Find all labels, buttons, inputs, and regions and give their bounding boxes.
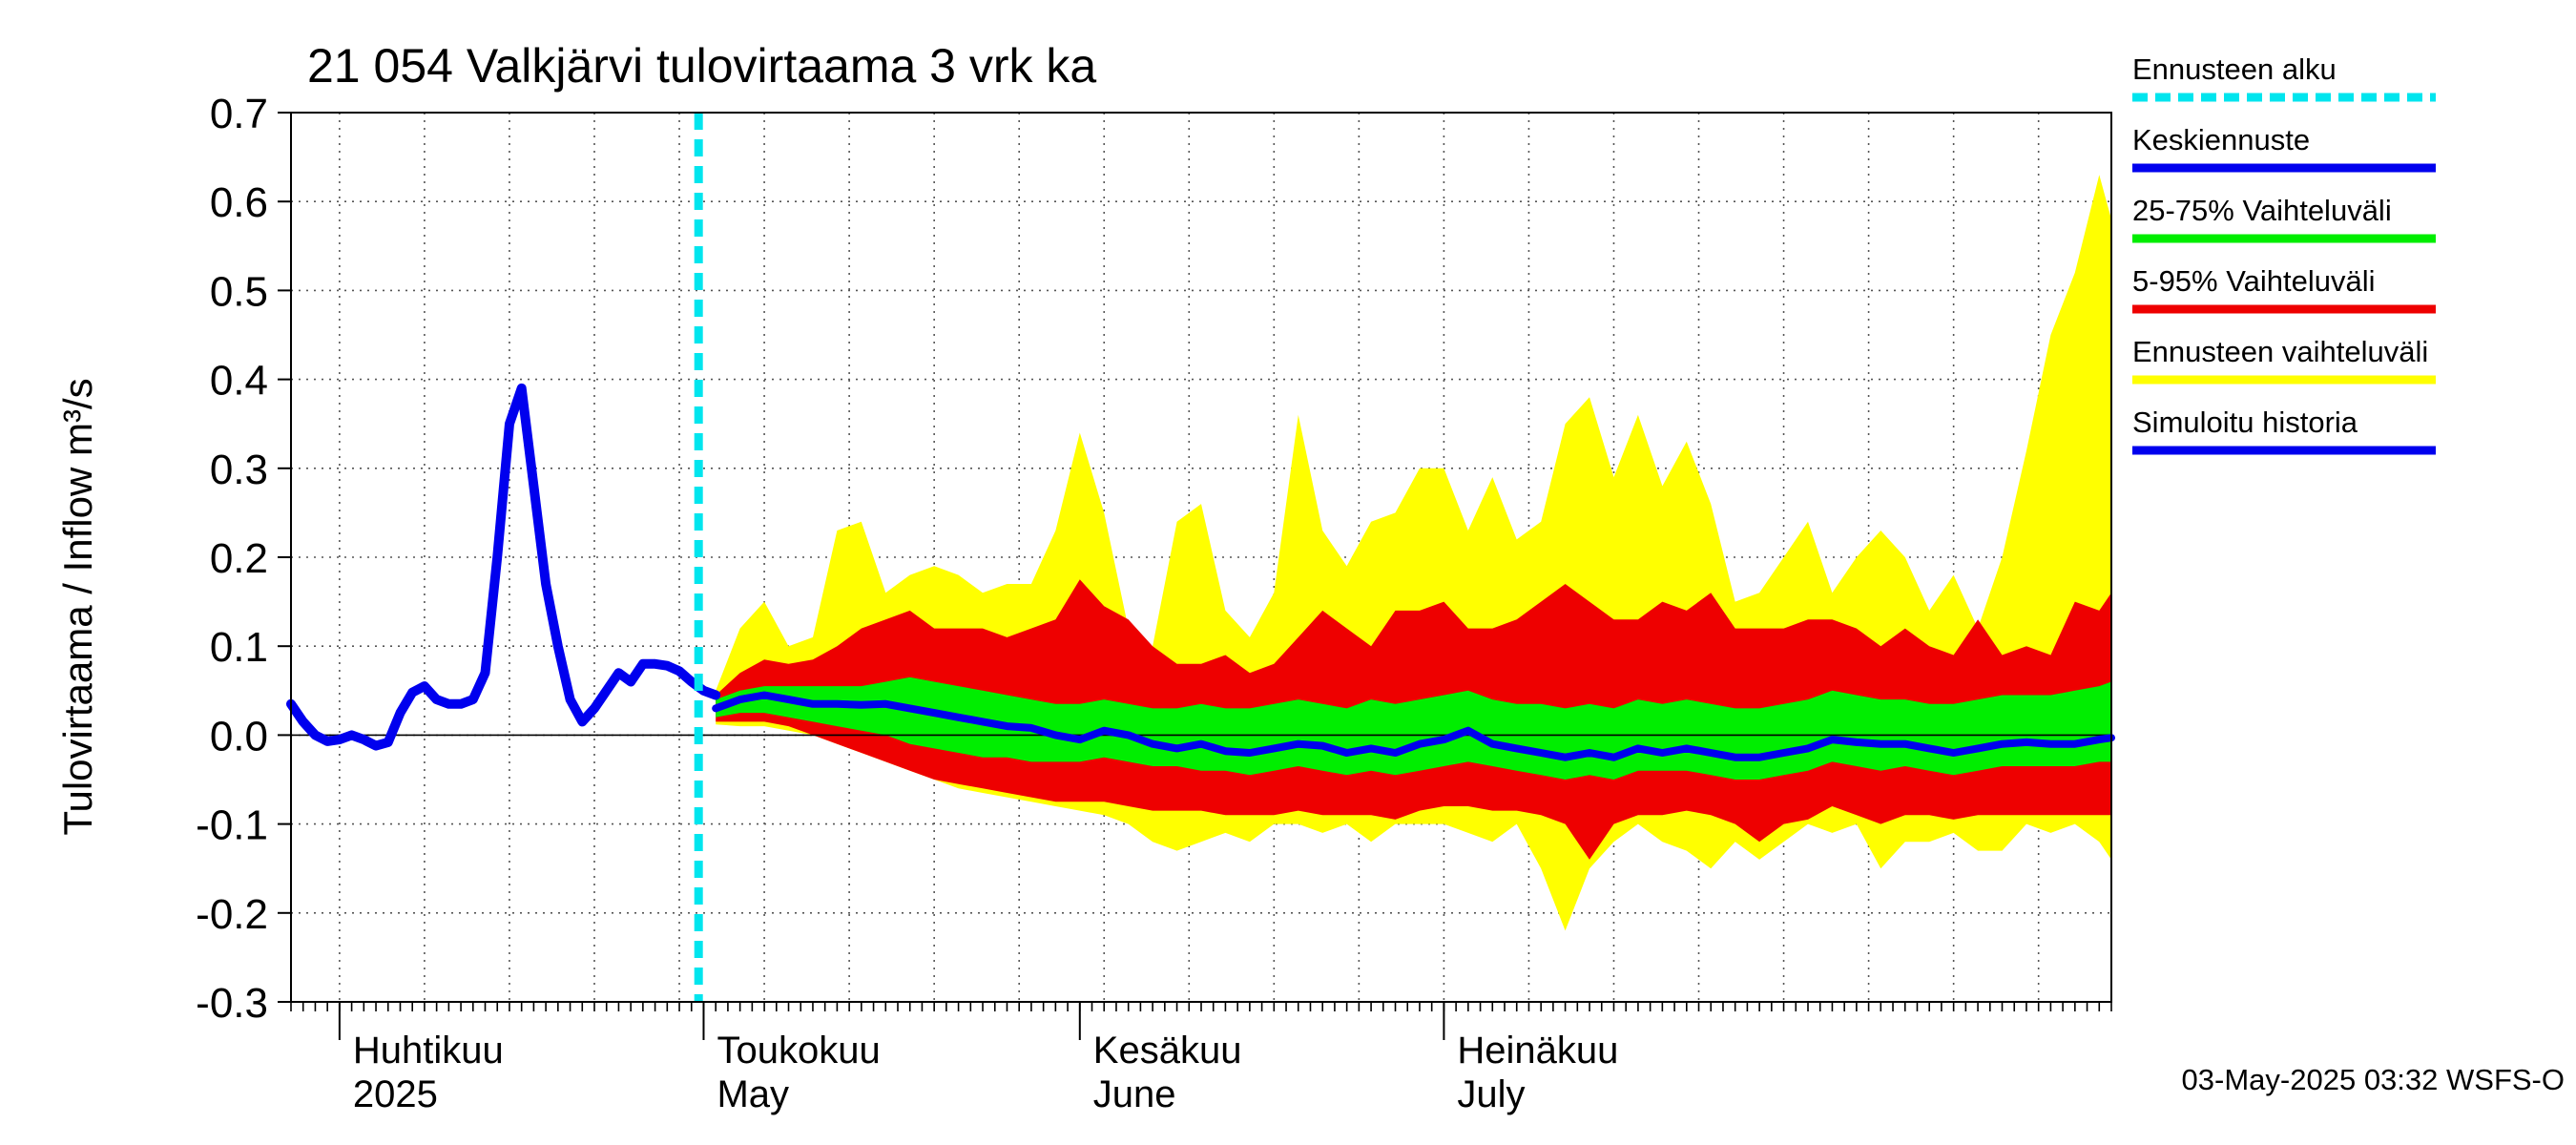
- y-tick-label: 0.6: [210, 179, 268, 226]
- y-tick-labels: 0.7 0.6 0.5 0.4 0.3 0.2 0.1 0.0 -0.1 -0.2 -0.3: [196, 91, 268, 1027]
- y-tick-label: 0.7: [210, 91, 268, 137]
- legend-label: Ennusteen alku: [2132, 52, 2337, 86]
- y-tick-label: 0.5: [210, 268, 268, 315]
- month-label-fi: Kesäkuu: [1093, 1030, 1242, 1072]
- month-label-en: June: [1093, 1073, 1176, 1115]
- month-label-en: July: [1457, 1073, 1525, 1115]
- y-tick-label: 0.3: [210, 447, 268, 493]
- legend: Ennusteen alku Keskiennuste 25-75% Vaihtel…: [2132, 52, 2436, 455]
- legend-label: Ennusteen vaihteluväli: [2132, 335, 2428, 368]
- y-tick-label: 0.1: [210, 624, 268, 671]
- legend-label: 5-95% Vaihteluväli: [2132, 264, 2375, 298]
- month-label-en: May: [717, 1073, 789, 1115]
- y-tick-label: 0.0: [210, 713, 268, 760]
- y-axis-label: Tulovirtaama / Inflow m³/s: [55, 378, 100, 835]
- y-tick-label: -0.2: [196, 891, 268, 938]
- legend-label: 25-75% Vaihteluväli: [2132, 194, 2392, 227]
- legend-label: Keskiennuste: [2132, 123, 2310, 156]
- y-tick-label: -0.1: [196, 802, 268, 849]
- axes: [278, 112, 2112, 1040]
- month-label-fi: Heinäkuu: [1457, 1030, 1618, 1072]
- month-label-fi: Toukokuu: [717, 1030, 880, 1072]
- y-tick-label: 0.2: [210, 535, 268, 582]
- series-lines: [286, 113, 2115, 1002]
- y-tick-label: -0.3: [196, 980, 268, 1027]
- month-label-fi: Huhtikuu: [353, 1030, 504, 1072]
- month-label-en: 2025: [353, 1073, 438, 1115]
- legend-label: Simuloitu historia: [2132, 406, 2358, 439]
- chart-title: 21 054 Valkjärvi tulovirtaama 3 vrk ka: [307, 39, 1096, 93]
- simulated-history-line: [286, 383, 721, 751]
- y-tick-label: 0.4: [210, 358, 268, 405]
- median-forecast-line: [712, 691, 2115, 761]
- timestamp: 03-May-2025 03:32 WSFS-O: [2182, 1063, 2565, 1096]
